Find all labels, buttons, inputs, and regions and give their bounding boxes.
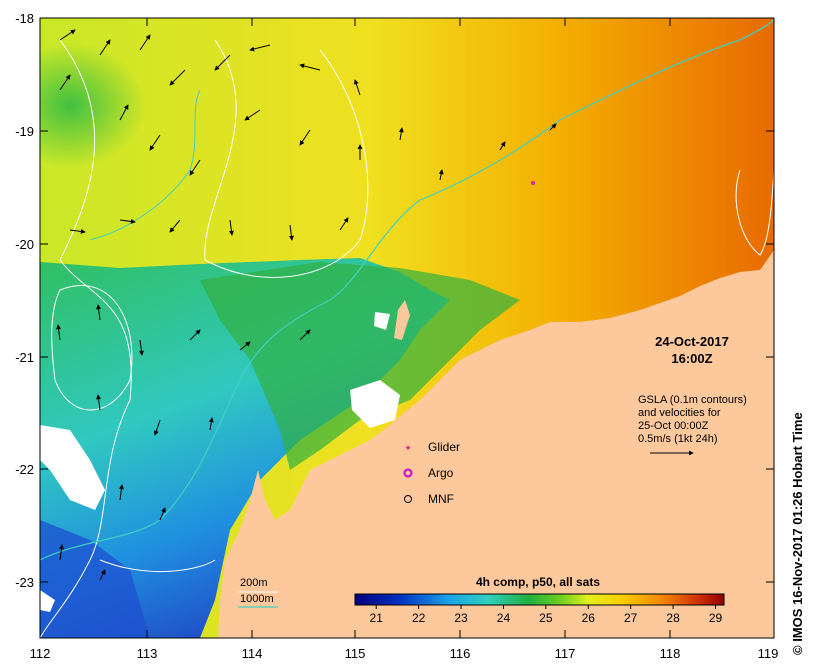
y-tick-label: -20 <box>15 237 34 252</box>
colorbar-tick-label: 28 <box>666 611 680 625</box>
map-time: 16:00Z <box>671 351 712 366</box>
x-tick-label: 117 <box>555 646 576 661</box>
colorbar-tick-label: 27 <box>624 611 638 625</box>
contour-line <box>735 169 774 256</box>
gsla-line: GSLA (0.1m contours) <box>638 394 747 406</box>
bathymetry-1000m-line <box>40 18 774 561</box>
x-tick-label: 113 <box>137 646 158 661</box>
x-tick-label: 116 <box>450 646 471 661</box>
colorbar-tick-label: 29 <box>709 611 723 625</box>
colorbar <box>354 593 725 606</box>
ocean-sst-west-patch <box>40 18 340 268</box>
x-tick-label: 118 <box>660 646 681 661</box>
land-western-australia <box>218 250 774 638</box>
colorbar-ticks: 21 22 23 24 25 26 27 28 29 <box>370 605 723 625</box>
cloud-mask <box>40 425 105 510</box>
x-axis <box>39 18 775 638</box>
colorbar-tick-label: 24 <box>497 611 511 625</box>
gsla-line: 0.5m/s (1kt 24h) <box>638 433 717 445</box>
y-axis <box>40 17 774 583</box>
colorbar-tick-label: 25 <box>539 611 553 625</box>
depth-legend-1000m: 1000m <box>240 593 274 605</box>
y-tick-label: -21 <box>15 350 34 365</box>
plot-frame <box>39 17 775 639</box>
y-tick-label: -22 <box>15 462 34 477</box>
depth-legend-200m: 200m <box>240 577 268 589</box>
x-tick-label: 115 <box>345 646 366 661</box>
credit-text: © IMOS 16-Nov-2017 01:26 Hobart Time <box>790 412 805 655</box>
velocity-arrows <box>56 29 557 581</box>
map-plot-area <box>40 18 774 638</box>
contour-line <box>204 39 369 278</box>
glider-icon: ✦ <box>404 443 412 453</box>
legend-argo-label: Argo <box>428 466 454 480</box>
y-tick-label: -23 <box>15 575 34 590</box>
colorbar-title: 4h comp, p50, all sats <box>476 575 600 589</box>
argo-icon <box>403 468 413 478</box>
bathymetry-1000m-line <box>89 89 201 241</box>
contour-line <box>40 39 132 638</box>
gsla-line: and velocities for <box>638 407 721 419</box>
cloud-mask <box>350 380 400 428</box>
cloud-mask <box>374 312 390 330</box>
glider-position-marker <box>531 181 535 185</box>
island <box>394 300 410 340</box>
map-date: 24-Oct-2017 <box>655 334 729 349</box>
y-tick-label: -19 <box>15 124 34 139</box>
colorbar-tick-label: 22 <box>412 611 426 625</box>
colorbar-tick-label: 23 <box>454 611 468 625</box>
legend-glider-label: Glider <box>428 440 460 454</box>
mnf-icon <box>404 495 412 503</box>
colorbar-tick-label: 26 <box>582 611 596 625</box>
contour-line <box>51 285 133 411</box>
gsla-line: 25-Oct 00:00Z <box>638 420 709 432</box>
x-tick-label: 119 <box>758 646 779 661</box>
legend-mnf-label: MNF <box>428 492 454 506</box>
ocean-sst-shelf <box>200 262 520 470</box>
cloud-mask <box>40 590 55 612</box>
x-tick-label: 114 <box>242 646 263 661</box>
y-tick-label: -18 <box>15 11 34 26</box>
contour-line <box>99 559 216 573</box>
x-tick-label: 112 <box>30 646 51 661</box>
colorbar-tick-label: 21 <box>370 611 384 625</box>
